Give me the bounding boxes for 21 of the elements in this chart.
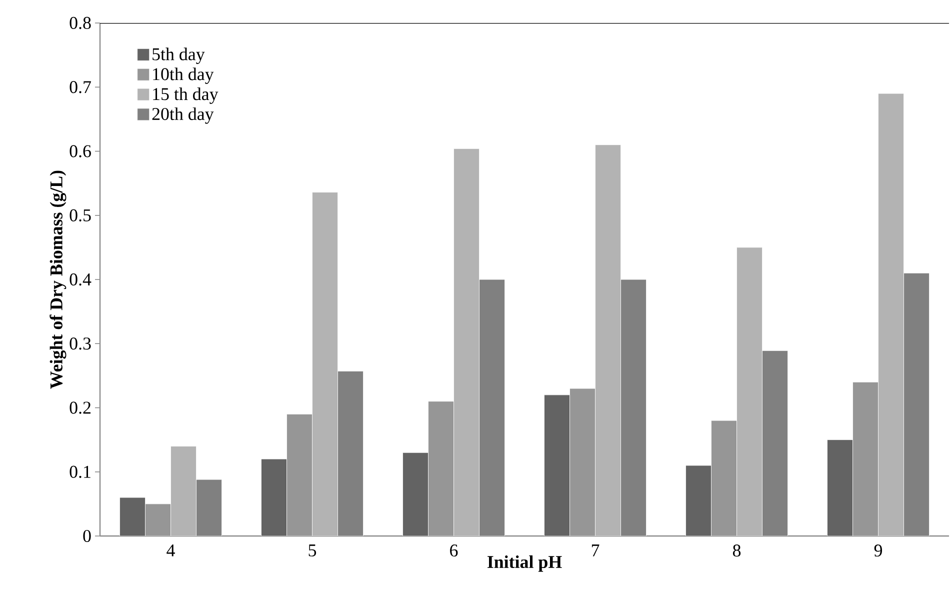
x-tick-label: 9 [874,544,882,557]
x-tick-label: 4 [166,544,175,556]
x-tick-label: 5 [308,544,316,556]
legend-label: 20th day [152,107,214,124]
legend-label: 5th day [152,48,205,64]
y-tick-label: 0.5 [70,209,91,222]
y-tick-label: 0.1 [70,466,90,478]
y-tick-label: 0.7 [70,81,91,94]
y-tick-label: 0.8 [70,16,91,30]
y-tick-label: 0.3 [70,338,91,350]
y-tick-label: 0.6 [70,145,91,158]
x-tick-label: 7 [592,544,600,556]
legend-label: 15 th day [153,88,218,104]
y-tick-label: 0.4 [70,273,92,286]
x-tick-label: 6 [450,544,458,557]
y-tick-label: 0 [83,530,91,542]
x-tick-label: 8 [732,544,741,557]
x-axis-title: Initial pH [488,555,562,572]
y-tick-label: 0.2 [70,402,91,414]
y-axis-title: Weight of Dry Biomass (g/L) [50,170,66,389]
legend-label: 10th day [153,68,214,84]
